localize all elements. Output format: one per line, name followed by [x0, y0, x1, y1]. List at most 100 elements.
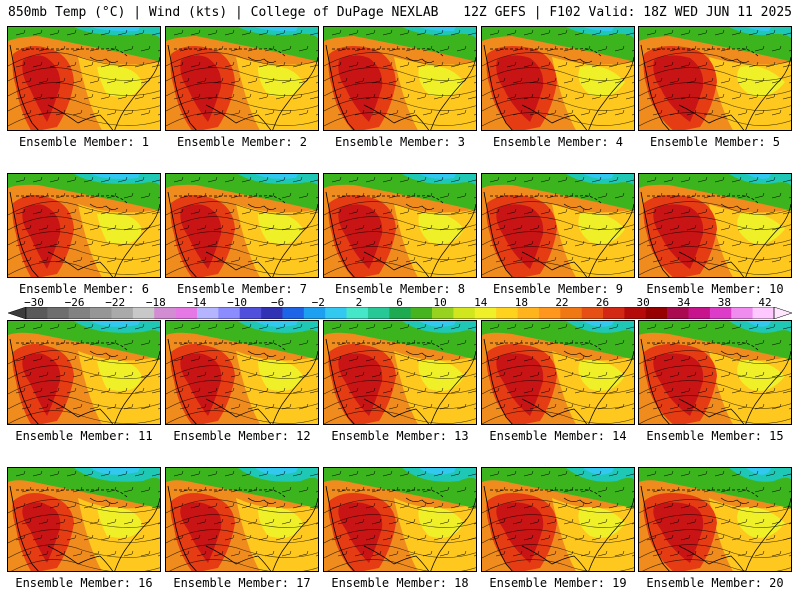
- wind-barb: [399, 470, 410, 477]
- east-coastline: [430, 350, 476, 424]
- wind-barb: [433, 470, 444, 477]
- wind-barb: [382, 387, 393, 394]
- wind-barb: [433, 61, 444, 68]
- wind-barb: [506, 534, 517, 541]
- wind-barb: [456, 403, 467, 410]
- wind-barb: [399, 387, 410, 394]
- wind-barb: [416, 323, 427, 330]
- wind-barb: [563, 550, 574, 557]
- wind-barb: [489, 29, 500, 36]
- wind-barb: [523, 470, 534, 477]
- height-contour: [639, 261, 791, 276]
- wind-barb: [241, 240, 252, 247]
- wind-barb: [669, 109, 680, 116]
- wind-barb: [382, 176, 393, 183]
- wind-barb: [439, 109, 450, 116]
- wind-barb: [72, 256, 83, 263]
- wind-barb: [264, 45, 275, 52]
- wind-barb: [714, 470, 725, 477]
- wind-barb: [89, 224, 100, 231]
- height-contour: [166, 499, 318, 514]
- wind-barb: [748, 355, 759, 362]
- wind-barb: [388, 109, 399, 116]
- wind-barb: [32, 93, 43, 100]
- wind-barb: [21, 77, 32, 84]
- wind-barb: [450, 208, 461, 215]
- wind-barb: [140, 45, 151, 52]
- ensemble-member-label: Ensemble Member: 20: [646, 576, 784, 590]
- wind-barb: [697, 323, 708, 330]
- ensemble-member-map: [165, 173, 319, 278]
- wind-barb: [489, 355, 500, 362]
- wind-barb: [258, 176, 269, 183]
- wind-barb: [241, 61, 252, 68]
- wind-barb: [765, 176, 776, 183]
- colorbar-segment: [645, 307, 668, 319]
- great-lakes-outline: [247, 497, 277, 504]
- wind-barb: [106, 256, 117, 263]
- wind-barb: [117, 61, 128, 68]
- colorbar-tick-label: 18: [514, 296, 528, 309]
- wind-barb: [140, 371, 151, 378]
- wind-barb: [66, 208, 77, 215]
- wind-barb: [737, 224, 748, 231]
- wind-barb: [546, 486, 557, 493]
- wind-barb: [540, 29, 551, 36]
- wind-barb: [38, 109, 49, 116]
- wind-barb: [365, 323, 376, 330]
- wind-barb: [422, 256, 433, 263]
- wind-barb: [495, 550, 506, 557]
- ensemble-member-map: [481, 320, 635, 425]
- wind-barb: [512, 403, 523, 410]
- wind-barb: [258, 355, 269, 362]
- cool-region-north: [482, 27, 634, 62]
- wind-barb: [354, 403, 365, 410]
- wind-barb: [230, 45, 241, 52]
- wind-barb: [529, 550, 540, 557]
- wind-barb: [247, 371, 258, 378]
- wind-barb: [292, 208, 303, 215]
- height-contour: [8, 52, 160, 67]
- wind-barb: [337, 45, 348, 52]
- wind-barb: [264, 77, 275, 84]
- wind-barb: [422, 77, 433, 84]
- wind-barb: [546, 339, 557, 346]
- wind-barb: [608, 355, 619, 362]
- wind-barb: [669, 256, 680, 263]
- wind-barb: [625, 326, 634, 330]
- wind-barb: [100, 502, 111, 509]
- wind-barb: [388, 371, 399, 378]
- wind-barb: [55, 339, 66, 346]
- wind-barb: [298, 518, 309, 525]
- wind-barb: [663, 323, 674, 330]
- wind-barb: [140, 339, 151, 346]
- wind-barb: [382, 470, 393, 477]
- wind-barb: [207, 355, 218, 362]
- wind-barb: [354, 518, 365, 525]
- wind-barb: [686, 403, 697, 410]
- west-coastline: [325, 191, 355, 277]
- wind-barb: [123, 45, 134, 52]
- wind-barb: [669, 518, 680, 525]
- wind-barb: [546, 256, 557, 263]
- wind-barb: [258, 502, 269, 509]
- wind-barb: [405, 45, 416, 52]
- wind-barb: [21, 192, 32, 199]
- wind-barb: [55, 77, 66, 84]
- coldest-pocket: [91, 174, 140, 179]
- height-contour: [169, 559, 318, 571]
- wind-barb: [21, 109, 32, 116]
- wind-barb: [281, 339, 292, 346]
- colorbar-segment: [111, 307, 134, 319]
- wind-barb: [703, 403, 714, 410]
- ensemble-member-label: Ensemble Member: 12: [173, 429, 311, 443]
- wind-barb: [21, 45, 32, 52]
- wind-barb: [179, 403, 190, 410]
- height-contour: [324, 67, 476, 82]
- wind-barb: [608, 208, 619, 215]
- wind-barb: [646, 29, 657, 36]
- wind-barb: [224, 208, 235, 215]
- wind-barb: [173, 534, 184, 541]
- wind-barb: [173, 470, 184, 477]
- wind-barb: [140, 256, 151, 263]
